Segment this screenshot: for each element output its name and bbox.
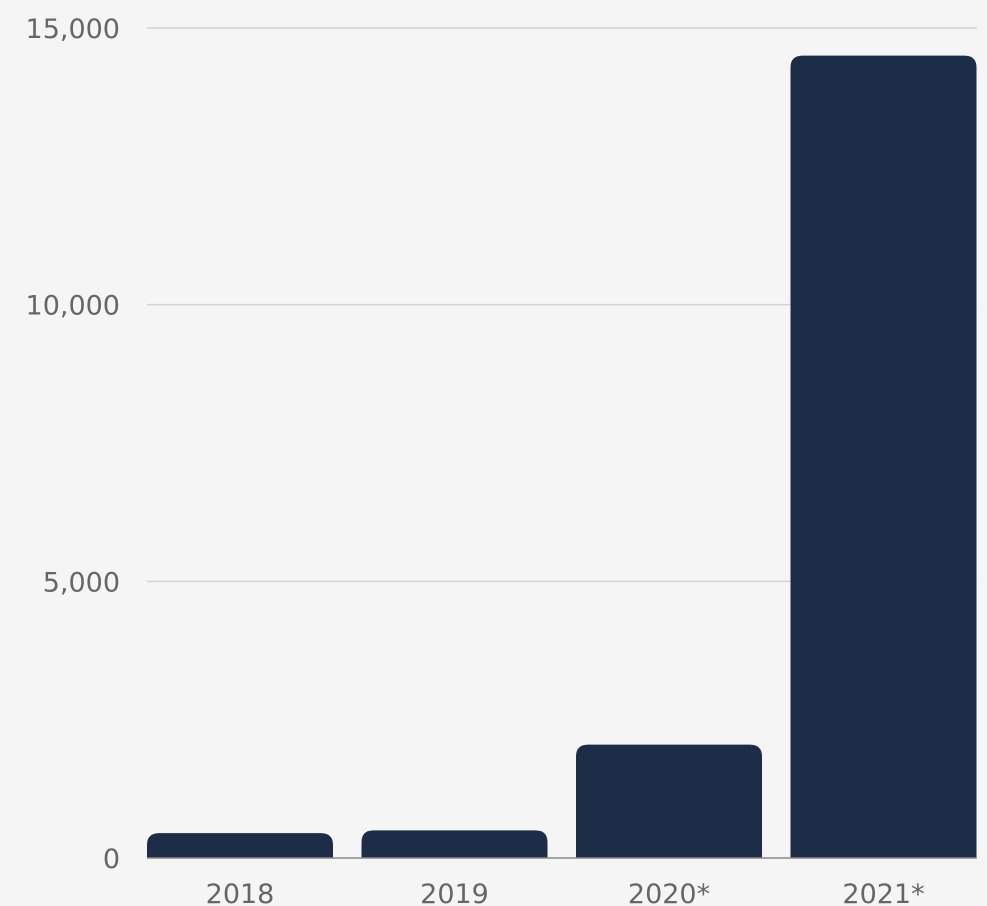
bar (576, 744, 762, 858)
y-tick-label: 0 (103, 844, 120, 875)
y-tick-label: 5,000 (43, 567, 120, 598)
x-axis-labels: 2018 2019 2020* 2021* (206, 879, 925, 906)
y-tick-label: 15,000 (26, 14, 120, 45)
y-tick-label: 10,000 (26, 291, 120, 322)
y-axis-labels: 0 5,000 10,000 15,000 (26, 14, 120, 875)
x-tick-label: 2021* (842, 879, 924, 906)
bars (147, 55, 977, 858)
x-tick-label: 2018 (206, 879, 275, 906)
bar (361, 830, 548, 858)
x-tick-label: 2020* (628, 879, 710, 906)
x-tick-label: 2019 (420, 879, 489, 906)
bar (790, 55, 977, 858)
bar (147, 833, 333, 858)
